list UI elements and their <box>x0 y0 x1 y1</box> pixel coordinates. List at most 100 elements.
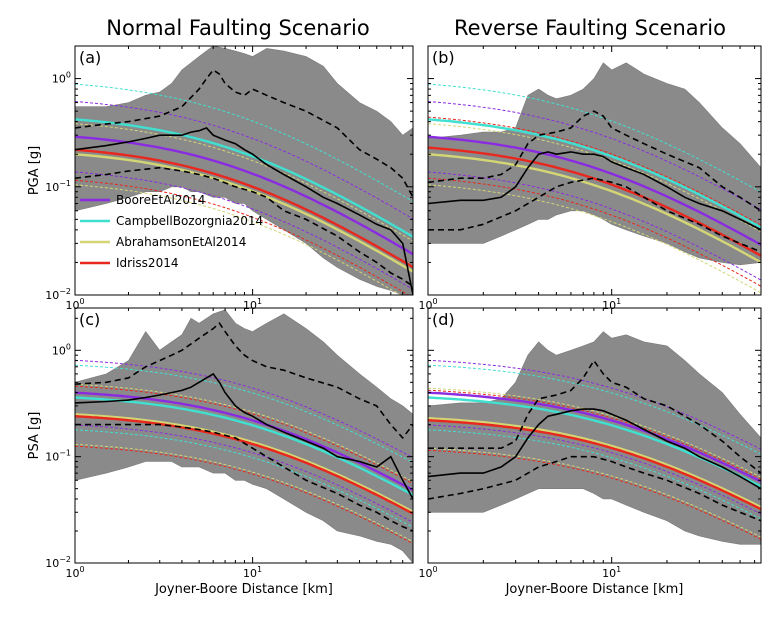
panel-label: (b) <box>432 48 455 67</box>
gmm-median-1 <box>75 396 413 496</box>
gmm-plus-sigma-0 <box>75 359 413 459</box>
plot-frame <box>427 307 762 564</box>
gmm-plus-sigma-2 <box>75 383 413 483</box>
gmm-plus-sigma-1 <box>75 83 413 202</box>
gmm-minus-sigma-2 <box>75 184 402 295</box>
gmm-median-3 <box>428 146 761 257</box>
x-tick-label: 101 <box>602 565 621 580</box>
panel-a: 100 101 10−2 10−1 100 (a) PGA [g] BooreEtAl2014… <box>27 45 414 312</box>
panel-label: (c) <box>79 310 100 329</box>
plot-area <box>428 62 761 294</box>
panels-container: 100 101 10−2 10−1 100 (a) PGA [g] BooreEtAl2014… <box>27 45 762 597</box>
gmm-plus-sigma-1 <box>428 83 761 193</box>
simulation-median-line <box>75 372 413 500</box>
gmm-median-3 <box>428 419 761 511</box>
gmm-minus-sigma-1 <box>428 429 761 520</box>
plot-area <box>75 309 413 563</box>
gmm-plus-sigma-1 <box>75 364 413 464</box>
panel-c: 100 101 10−2 10−1 100 (c) PSA [g] Joyner-Boore … <box>27 307 414 597</box>
simulation-upper-line <box>75 68 413 198</box>
gmm-plus-sigma-2 <box>428 123 761 233</box>
column-title-normal: Normal Faulting Scenario <box>106 16 370 40</box>
gmm-plus-sigma-0 <box>428 101 761 211</box>
x-tick-label: 100 <box>65 565 84 580</box>
simulation-upper-line <box>428 110 761 212</box>
gmm-median-2 <box>75 153 413 273</box>
gmm-minus-sigma-0 <box>428 424 761 515</box>
gmm-minus-sigma-3 <box>75 445 413 545</box>
y-axis-label: PSA [g] <box>27 412 42 460</box>
gmm-plus-sigma-2 <box>428 387 761 478</box>
x-tick-label: 101 <box>243 297 262 312</box>
x-tick-label: 100 <box>65 297 84 312</box>
simulation-lower-line <box>428 455 761 522</box>
gmm-minus-sigma-0 <box>75 171 413 290</box>
y-tick-label: 100 <box>52 71 71 86</box>
x-tick-label: 101 <box>602 297 621 312</box>
gmm-median-0 <box>75 135 413 256</box>
y-axis-label: PGA [g] <box>27 146 42 195</box>
gmm-minus-sigma-2 <box>428 184 761 294</box>
tick-marks <box>427 45 761 296</box>
gmm-median-0 <box>428 391 761 483</box>
simulation-median-line <box>428 151 761 231</box>
y-tick-label: 10−2 <box>45 555 71 570</box>
gmm-plus-sigma-1 <box>428 364 761 455</box>
legend-entry-2: AbrahamsonEtAl2014 <box>116 235 246 249</box>
y-tick-label: 10−2 <box>45 287 71 302</box>
legend-entry-0: BooreEtAl2014 <box>116 193 205 207</box>
tick-marks <box>74 308 414 564</box>
legend-entry-1: CampbellBozorgnia2014 <box>116 214 263 228</box>
gmm-minus-sigma-2 <box>75 443 413 543</box>
y-tick-label: 100 <box>52 342 71 357</box>
plot-area <box>428 331 761 545</box>
gmm-minus-sigma-3 <box>75 179 410 295</box>
tick-marks <box>74 45 414 296</box>
gmm-median-3 <box>75 415 413 515</box>
simulation-median-line <box>75 126 413 295</box>
simulation-band <box>75 309 413 563</box>
simulation-band <box>428 62 761 266</box>
y-tick-label: 10−1 <box>45 449 71 464</box>
gmm-minus-sigma-0 <box>75 424 413 523</box>
simulation-median-line <box>428 408 761 490</box>
gmm-median-2 <box>428 153 761 264</box>
gmm-median-2 <box>428 417 761 509</box>
x-axis-label: Joyner-Boore Distance [km] <box>505 582 684 597</box>
plot-area <box>75 46 413 295</box>
gmm-plus-sigma-0 <box>75 101 413 220</box>
legend-entry-3: Idriss2014 <box>116 256 178 270</box>
legend: BooreEtAl2014 CampbellBozorgnia2014 Abraha… <box>80 193 263 270</box>
gmm-median-3 <box>75 148 413 269</box>
gmm-median-1 <box>428 118 761 229</box>
gmm-plus-sigma-3 <box>428 389 761 480</box>
plot-frame <box>427 45 762 296</box>
panel-label: (d) <box>432 310 455 329</box>
gmm-minus-sigma-3 <box>428 177 761 287</box>
gmm-minus-sigma-3 <box>428 449 761 540</box>
gmm-minus-sigma-2 <box>428 447 761 538</box>
y-tick-label: 10−1 <box>45 179 71 194</box>
panel-b: 100 101 (b) <box>418 45 762 312</box>
gmm-plus-sigma-2 <box>75 123 413 242</box>
simulation-lower-line <box>75 423 413 532</box>
tick-marks <box>427 308 761 564</box>
simulation-upper-line <box>75 322 413 440</box>
simulation-band <box>428 331 761 545</box>
gmm-plus-sigma-3 <box>428 116 761 226</box>
x-tick-label: 101 <box>243 565 262 580</box>
gmm-median-1 <box>75 118 413 238</box>
simulation-upper-line <box>428 359 761 474</box>
gmm-median-2 <box>75 413 413 513</box>
x-tick-label: 100 <box>418 297 437 312</box>
gmm-plus-sigma-0 <box>428 359 761 450</box>
panel-label: (a) <box>79 48 101 67</box>
simulation-lower-line <box>75 166 413 288</box>
panel-d: 100 101 (d) Joyner-Boore Distance [km] <box>418 307 762 597</box>
gmm-median-0 <box>428 135 761 246</box>
simulation-lower-line <box>428 177 761 253</box>
gmm-minus-sigma-1 <box>75 429 413 528</box>
x-tick-label: 100 <box>418 565 437 580</box>
x-axis-label: Joyner-Boore Distance [km] <box>154 582 333 597</box>
